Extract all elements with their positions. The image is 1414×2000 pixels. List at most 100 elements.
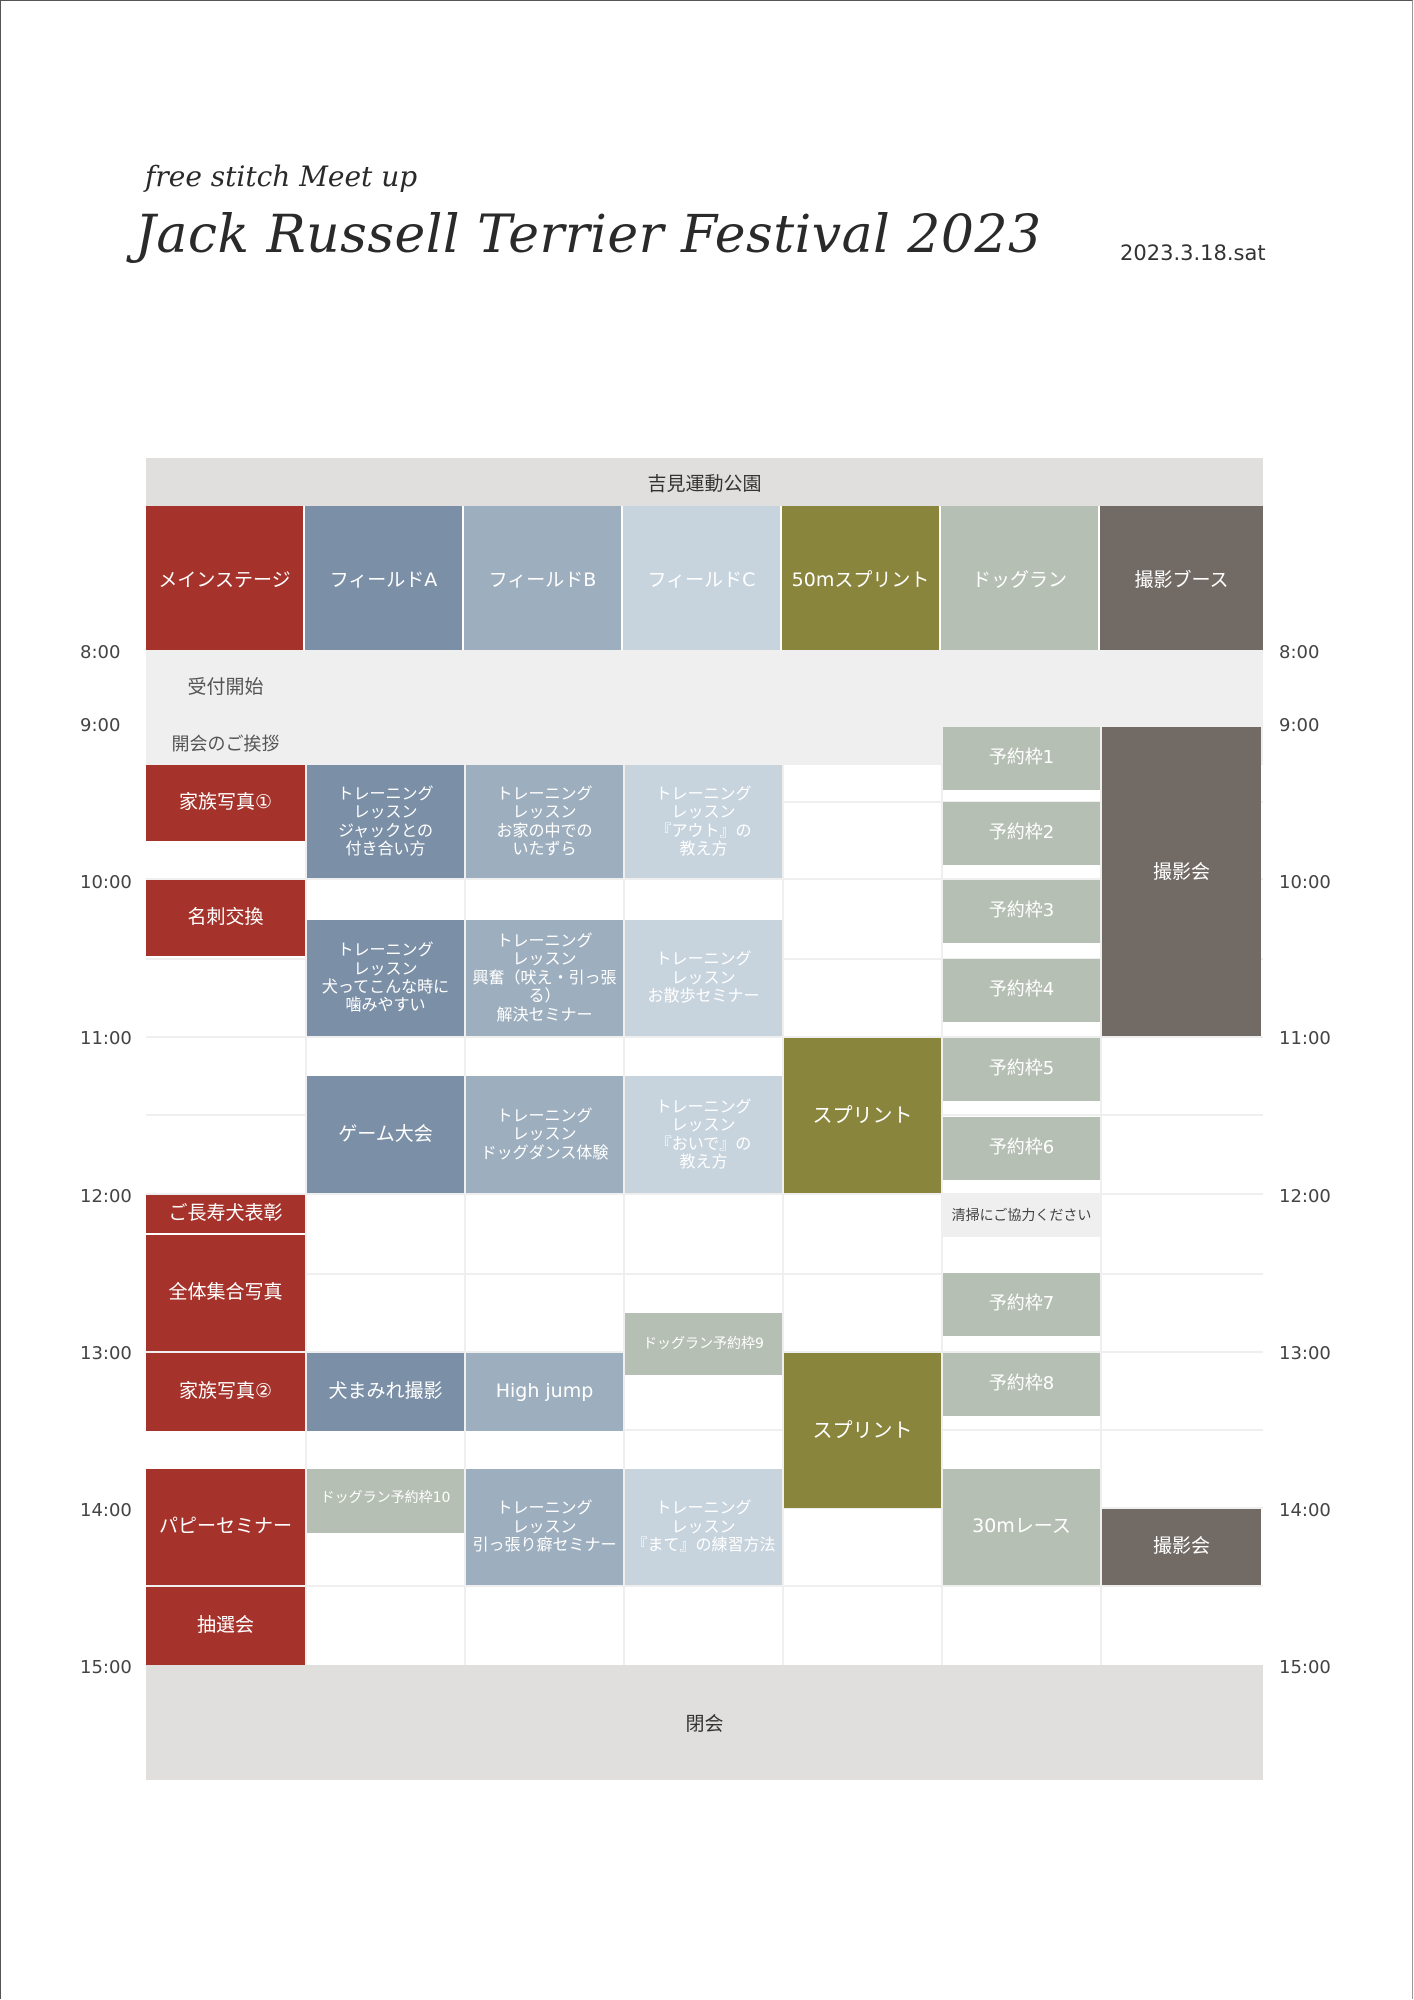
event-subtitle: free stitch Meet up [145,160,418,193]
grid-cell [625,1587,782,1665]
column-header-dogrun: ドッグラン [941,506,1100,650]
time-label: 12:00 [80,1186,132,1207]
time-label: 8:00 [1279,642,1320,663]
event-opening: 開会のご挨拶 [171,733,280,755]
grid-cell [1102,1353,1263,1429]
grid-cell [1102,1038,1263,1114]
grid-cell [307,652,464,724]
grid-cell [784,765,941,801]
event-training-field-b-1: トレーニング レッスン お家の中での いたずら [466,765,623,878]
event-family-photo-1: 家族写真① [146,765,305,841]
event-dogrun-slot-5: 予約枠5 [943,1038,1100,1101]
event-title: Jack Russell Terrier Festival 2023 [135,205,1042,265]
grid-cell [784,1195,941,1273]
event-reception: 受付開始 [187,676,264,699]
event-dogrun-slot-3: 予約枠3 [943,880,1100,943]
grid-cell [1102,1195,1263,1273]
event-training-field-c-2: トレーニング レッスン お散歩セミナー [625,920,782,1036]
grid-cell [466,1587,623,1665]
event-card-exchange: 名刺交換 [146,880,305,956]
grid-cell [1102,1275,1263,1351]
grid-cell [466,727,623,763]
grid-cell [625,652,782,724]
time-label: 11:00 [1279,1028,1331,1049]
time-label: 8:00 [80,642,121,663]
grid-cell [784,727,941,763]
column-header-field-b: フィールドB [464,506,623,650]
grid-cell [1102,1587,1263,1665]
grid-cell [307,1195,464,1273]
grid-cell [1102,1431,1263,1507]
grid-cell [784,960,941,1036]
event-training-field-c-3: トレーニング レッスン 『おいで』の 教え方 [625,1076,782,1193]
event-training-field-b-3: トレーニング レッスン ドッグダンス体験 [466,1076,623,1193]
event-dogrun-slot-4: 予約枠4 [943,959,1100,1022]
grid-cell [943,1587,1100,1665]
event-game: ゲーム大会 [307,1076,464,1193]
grid-cell [1102,652,1263,724]
venue-bar: 吉見運動公園 [146,458,1263,506]
time-label: 14:00 [1279,1500,1331,1521]
grid-cell [625,1195,782,1273]
event-training-field-a-1: トレーニング レッスン ジャックとの 付き合い方 [307,765,464,878]
event-dogrun-slot-6: 予約枠6 [943,1117,1100,1180]
event-photo-session-1: 撮影会 [1102,727,1261,1036]
event-training-field-a-2: トレーニング レッスン 犬ってこんな時に 噛みやすい [307,920,464,1036]
event-longevity-award: ご長寿犬表彰 [146,1195,305,1233]
time-label: 9:00 [80,715,121,736]
event-dogrun-slot-2: 予約枠2 [943,802,1100,865]
event-dogrun-slot-1: 予約枠1 [943,727,1100,790]
grid-cell [943,652,1100,724]
grid-cell [146,1116,305,1193]
grid-cell [146,960,305,1036]
grid-cell [146,1038,305,1114]
event-photo-session-2: 撮影会 [1102,1509,1261,1585]
event-high-jump: High jump [466,1353,623,1431]
time-label: 10:00 [1279,872,1331,893]
grid-cell [1102,1116,1263,1193]
grid-cell [784,1275,941,1351]
grid-cell [784,652,941,724]
column-header-photo-booth: 撮影ブース [1100,506,1263,650]
grid-cell [307,1275,464,1351]
event-puppy-seminar: パピーセミナー [146,1469,305,1585]
event-training-field-c-4: トレーニング レッスン 『まて』の練習方法 [625,1469,782,1585]
time-label: 15:00 [80,1657,132,1678]
time-label: 10:00 [80,872,132,893]
event-date: 2023.3.18.sat [1120,241,1266,265]
event-training-field-c-1: トレーニング レッスン 『アウト』の 教え方 [625,765,782,878]
grid-cell [784,1509,941,1585]
time-label: 13:00 [80,1343,132,1364]
event-dogrun-slot-8: 予約枠8 [943,1353,1100,1416]
grid-cell [784,1587,941,1665]
grid-cell [784,880,941,958]
closing-bar: 閉会 [146,1665,1263,1780]
grid-cell [146,727,305,763]
time-label: 12:00 [1279,1186,1331,1207]
event-dogrun-slot-9: ドッグラン予約枠9 [625,1313,782,1375]
event-lottery: 抽選会 [146,1587,305,1665]
grid-cell [307,727,464,763]
event-training-field-b-4: トレーニング レッスン 引っ張り癖セミナー [466,1469,623,1585]
event-dogrun-slot-7: 予約枠7 [943,1273,1100,1336]
grid-cell [466,1195,623,1273]
time-label: 14:00 [80,1500,132,1521]
event-training-field-b-2: トレーニング レッスン 興奮（吠え・引っ張る） 解決セミナー [466,920,623,1036]
grid-cell [307,1587,464,1665]
time-label: 9:00 [1279,715,1320,736]
event-dog-photo: 犬まみれ撮影 [307,1353,464,1431]
time-label: 13:00 [1279,1343,1331,1364]
column-header-sprint: 50mスプリント [782,506,941,650]
grid-cell [466,652,623,724]
time-label: 11:00 [80,1028,132,1049]
grid-cell [466,1275,623,1351]
event-cleaning: 清掃にご協力ください [943,1195,1100,1237]
event-dogrun-slot-10: ドッグラン予約枠10 [307,1469,464,1533]
grid-cell [784,803,941,878]
event-group-photo: 全体集合写真 [146,1235,305,1351]
event-30m-race: 30mレース [943,1469,1100,1585]
event-family-photo-2: 家族写真② [146,1353,305,1431]
time-label: 15:00 [1279,1657,1331,1678]
column-header-main-stage: メインステージ [146,506,305,650]
event-sprint-1: スプリント [784,1038,941,1193]
